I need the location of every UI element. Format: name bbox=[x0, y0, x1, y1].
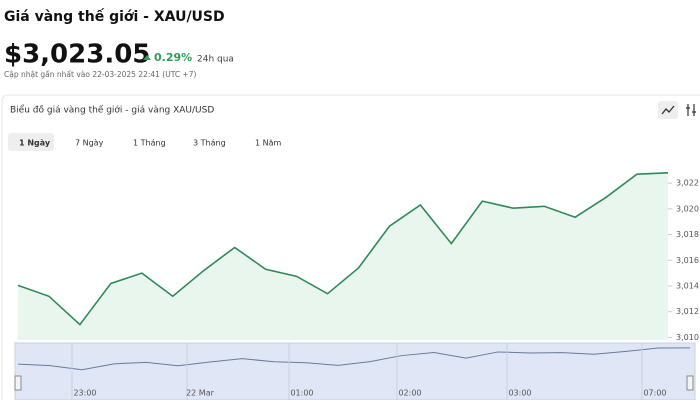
tab-active-bg[interactable] bbox=[8, 133, 54, 151]
y-tick-label: 3,016 bbox=[676, 256, 699, 265]
line-icon bbox=[661, 105, 675, 115]
tab[interactable]: 7 Ngày bbox=[75, 139, 104, 148]
price: $3,023.05 bbox=[4, 40, 150, 70]
navigator-label: 07:00 bbox=[643, 389, 666, 398]
candle-icon[interactable] bbox=[686, 104, 696, 116]
tab[interactable]: 1 Tháng bbox=[133, 139, 166, 148]
tab[interactable]: 1 Năm bbox=[255, 139, 282, 148]
y-tick-label: 3,014 bbox=[676, 282, 699, 291]
navigator-label: 23:00 bbox=[73, 389, 96, 398]
navigator-label: 03:00 bbox=[508, 389, 531, 398]
line bbox=[17, 172, 669, 326]
navigator-label: 01:00 bbox=[290, 389, 313, 398]
period: 24h qua bbox=[197, 55, 234, 65]
y-tick-label: 3,022 bbox=[676, 179, 699, 188]
line-icon-button[interactable] bbox=[658, 101, 678, 119]
y-tick-label: 3,010 bbox=[676, 333, 699, 342]
navigator-handle[interactable] bbox=[686, 375, 694, 391]
y-tick-label: 3,018 bbox=[676, 230, 699, 239]
card-title: Biểu đồ giá vàng thế giới - giá vàng XAU… bbox=[10, 105, 214, 116]
tab[interactable]: 1 Ngày bbox=[19, 139, 51, 148]
navigator-line bbox=[17, 347, 691, 371]
page-title: Giá vàng thế giới - XAU/USD bbox=[4, 8, 225, 25]
area bbox=[18, 172, 668, 340]
y-tick-label: 3,020 bbox=[676, 204, 699, 213]
change: 0.29% bbox=[154, 51, 192, 64]
navigator-handle[interactable] bbox=[14, 375, 22, 391]
navigator-label: 02:00 bbox=[398, 389, 421, 398]
y-tick-label: 3,012 bbox=[676, 307, 699, 316]
navigator-label: 22 Mar bbox=[186, 389, 215, 398]
updated: Cập nhật gần nhất vào 22-03-2025 22:41 (… bbox=[4, 70, 197, 79]
up-arrow bbox=[143, 55, 151, 60]
navigator bbox=[14, 342, 696, 400]
tab[interactable]: 3 Tháng bbox=[193, 139, 226, 148]
